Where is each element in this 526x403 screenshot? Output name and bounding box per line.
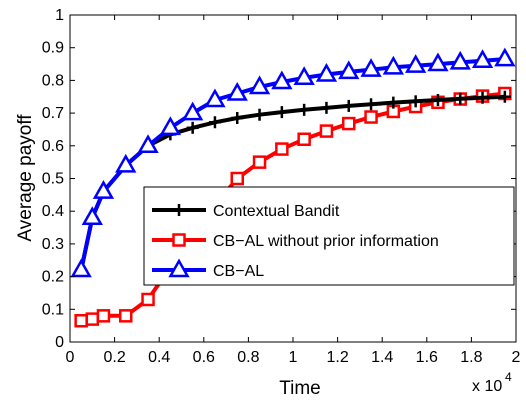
data-point xyxy=(92,180,115,199)
y-tick-label: 0.2 xyxy=(42,269,64,286)
data-point xyxy=(252,155,267,169)
legend-item: CB−AL xyxy=(152,258,264,280)
data-point xyxy=(230,171,244,186)
data-point xyxy=(405,54,427,73)
data-point xyxy=(186,121,199,134)
data-point xyxy=(431,94,444,107)
x-tick-label: 1.8 xyxy=(460,349,482,366)
data-point xyxy=(208,116,221,129)
y-tick-label: 1 xyxy=(55,7,64,24)
data-point xyxy=(364,110,378,124)
legend-swatch-marker xyxy=(168,258,190,278)
data-point xyxy=(253,108,266,121)
data-point xyxy=(119,309,133,323)
data-point xyxy=(85,312,100,326)
legend-item: Contextual Bandit xyxy=(152,203,340,220)
y-tick-label: 0.3 xyxy=(42,236,64,253)
data-point xyxy=(427,52,449,72)
x-tick-label: 1.2 xyxy=(326,349,348,366)
data-point xyxy=(141,292,155,307)
legend-swatch-marker xyxy=(172,233,186,247)
x-tick-label: 0.6 xyxy=(193,349,215,366)
x-tick-label: 1.6 xyxy=(416,349,438,366)
data-point xyxy=(320,101,333,114)
x-tick-label: 1.4 xyxy=(371,349,393,366)
legend-label: Contextual Bandit xyxy=(213,203,340,220)
data-point xyxy=(275,106,288,119)
data-point xyxy=(297,132,311,147)
data-point xyxy=(81,206,103,225)
y-axis-label: Average payoff xyxy=(15,114,36,242)
data-point xyxy=(409,95,422,108)
y-tick-label: 0.7 xyxy=(42,105,64,122)
x-tick-label: 1 xyxy=(289,349,298,366)
legend-swatch-marker xyxy=(173,204,185,216)
legend-item: CB−AL without prior information xyxy=(152,233,439,250)
data-point xyxy=(382,55,404,75)
data-point xyxy=(226,81,248,101)
y-tick-label: 0.9 xyxy=(42,40,64,57)
data-point xyxy=(204,88,226,108)
data-point xyxy=(454,92,467,105)
data-point xyxy=(319,124,334,138)
x-tick-label: 0.2 xyxy=(103,349,125,366)
x-tick-label: 0 xyxy=(66,349,75,366)
data-point xyxy=(298,103,311,116)
y-tick-label: 0.4 xyxy=(42,203,64,220)
data-point xyxy=(449,50,471,70)
series-triangle xyxy=(70,47,516,278)
data-point xyxy=(115,153,137,173)
data-point xyxy=(494,47,516,67)
data-point xyxy=(74,313,88,328)
data-point xyxy=(231,112,244,125)
data-point xyxy=(96,309,111,323)
y-tick-label: 0.5 xyxy=(42,171,64,188)
data-point xyxy=(275,142,289,156)
data-point xyxy=(248,75,271,95)
x-axis-label: Time xyxy=(279,378,321,399)
x-tick-label: 0.8 xyxy=(237,349,259,366)
legend-label: CB−AL without prior information xyxy=(213,233,439,250)
data-point xyxy=(159,116,181,136)
data-point xyxy=(182,101,204,121)
data-point xyxy=(315,62,338,82)
y-tick-label: 0.6 xyxy=(42,138,64,155)
x-multiplier: x 10 4 xyxy=(472,370,512,395)
x-tick-label: 2 xyxy=(512,349,521,366)
y-tick-label: 0 xyxy=(55,334,64,351)
data-point xyxy=(360,58,382,77)
x-tick-label: 0.4 xyxy=(148,349,170,366)
y-tick-label: 0.8 xyxy=(42,72,64,89)
legend: Contextual Bandit CB−AL without prior inf… xyxy=(143,186,515,286)
x-multiplier-base: x 10 xyxy=(472,378,502,395)
data-point xyxy=(338,60,360,80)
data-point xyxy=(476,91,489,104)
data-point xyxy=(271,70,293,90)
legend-label: CB−AL xyxy=(213,263,264,280)
data-point xyxy=(70,258,92,278)
data-point xyxy=(387,96,400,109)
data-point xyxy=(342,99,355,112)
x-ticks: 0 0.2 0.4 0.6 0.8 1 1.2 1.4 1.6 1.8 2 xyxy=(66,15,521,366)
x-multiplier-exponent: 4 xyxy=(505,370,512,384)
y-tick-label: 0.1 xyxy=(42,301,64,318)
data-point xyxy=(365,98,378,111)
data-point xyxy=(137,134,159,154)
data-point xyxy=(342,116,356,131)
data-point xyxy=(293,66,315,86)
data-point xyxy=(498,90,511,103)
data-point xyxy=(471,49,494,69)
